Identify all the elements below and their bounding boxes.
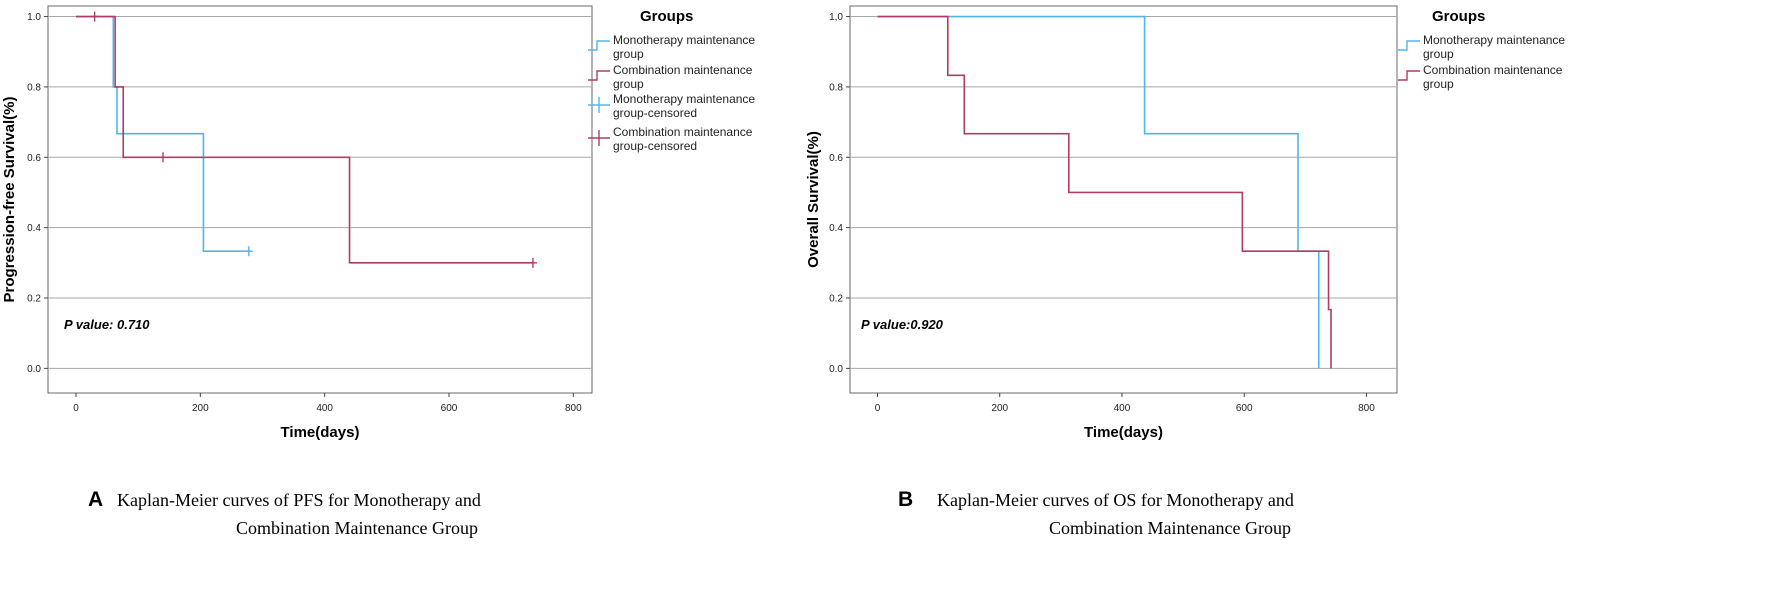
y-tick-label: 0.8 xyxy=(27,82,41,93)
legend-swatch-monotherapy xyxy=(1398,40,1420,51)
panel-letter: B xyxy=(898,488,913,511)
legend-entry-label: group xyxy=(613,77,644,91)
y-tick-label: 0.6 xyxy=(829,153,843,164)
x-tick-label: 600 xyxy=(441,403,458,414)
y-tick-label: 0.6 xyxy=(27,153,41,164)
legend-title: Groups xyxy=(1432,8,1485,25)
caption-line-2: Combination Maintenance Group xyxy=(1049,518,1291,538)
legend-entry-label: Combination maintenance xyxy=(613,63,753,77)
y-tick-label: 0.0 xyxy=(27,364,41,375)
plot-frame xyxy=(47,5,593,394)
y-tick-label: 0.4 xyxy=(27,223,41,234)
caption-line-2: Combination Maintenance Group xyxy=(236,518,478,538)
x-tick-label: 0 xyxy=(875,403,881,414)
survival-curve-combination xyxy=(877,15,1332,369)
y-tick-label: 1.0 xyxy=(27,12,41,23)
legend-entry-label: Monotherapy maintenance xyxy=(613,33,755,47)
legend-entry-label: group-censored xyxy=(613,106,697,120)
y-axis-label: Overall Survival(%) xyxy=(805,131,822,268)
legend-swatch-combination xyxy=(1398,70,1420,81)
x-tick-label: 800 xyxy=(1358,403,1375,414)
panel-b-os-chart: 0.0 0.2 0.4 0.6 0.8 1,0 0 200 400 600 800 Time(days… xyxy=(805,5,1565,538)
legend-swatch-monotherapy xyxy=(588,40,610,51)
caption-line-1: Kaplan-Meier curves of OS for Monotherap… xyxy=(937,490,1294,510)
caption-line-1: Kaplan-Meier curves of PFS for Monothera… xyxy=(117,490,481,510)
legend-entry-label: Monotherapy maintenance xyxy=(1423,33,1565,47)
legend-entry-label: group xyxy=(1423,47,1454,61)
x-tick-label: 200 xyxy=(192,403,209,414)
x-tick-label: 200 xyxy=(991,403,1008,414)
legend-entry-label: group xyxy=(613,47,644,61)
y-tick-label: 1,0 xyxy=(829,12,843,23)
legend-swatch-combination xyxy=(588,70,610,81)
x-tick-label: 600 xyxy=(1236,403,1253,414)
legend-entry-label: group xyxy=(1423,77,1454,91)
x-axis-label: Time(days) xyxy=(281,424,360,441)
panel-a-pfs-chart: 0.0 0.2 0.4 0.6 0.8 1.0 0 200 400 600 800 Time(days… xyxy=(1,5,755,538)
p-value-annotation: P value:0.920 xyxy=(861,317,944,332)
x-tick-label: 800 xyxy=(565,403,582,414)
y-tick-label: 0.8 xyxy=(829,82,843,93)
p-value-annotation: P value: 0.710 xyxy=(64,317,150,332)
plot-frame xyxy=(849,5,1398,394)
x-tick-label: 0 xyxy=(73,403,79,414)
y-tick-label: 0.0 xyxy=(829,364,843,375)
y-axis-label: Progression-free Survival(%) xyxy=(1,97,18,303)
x-axis-label: Time(days) xyxy=(1084,424,1163,441)
y-tick-label: 0.4 xyxy=(829,223,843,234)
x-tick-label: 400 xyxy=(316,403,333,414)
y-tick-label: 0.2 xyxy=(829,294,843,305)
legend-entry-label: Combination maintenance xyxy=(613,125,753,139)
x-tick-label: 400 xyxy=(1114,403,1131,414)
y-tick-label: 0.2 xyxy=(27,294,41,305)
legend-entry-label: group-censored xyxy=(613,139,697,153)
legend-title: Groups xyxy=(640,8,693,25)
panel-letter: A xyxy=(88,488,103,511)
survival-curve-combination xyxy=(75,15,533,264)
legend-entry-label: Combination maintenance xyxy=(1423,63,1563,77)
legend-entry-label: Monotherapy maintenance xyxy=(613,92,755,106)
survival-curve-monotherapy xyxy=(75,15,249,253)
